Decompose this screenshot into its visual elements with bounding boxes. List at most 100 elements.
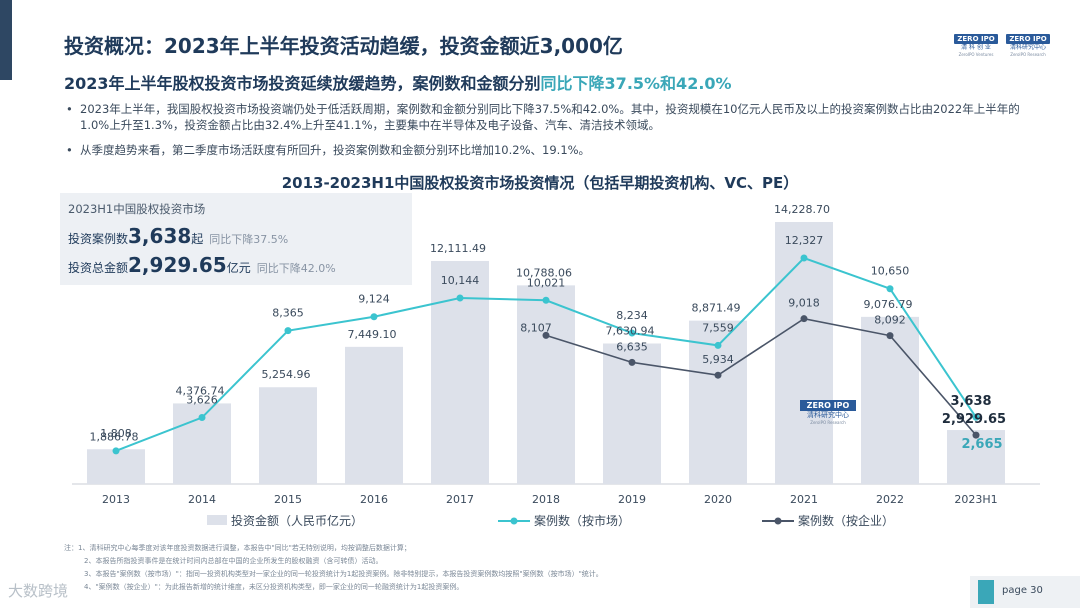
bar-value-label: 14,228.70	[774, 203, 830, 216]
cases-by-market-point	[284, 327, 292, 335]
amount-value: 2,929.65	[128, 253, 227, 277]
company-value-label: 8,092	[874, 314, 906, 327]
bar-value-label: 8,871.49	[692, 302, 741, 315]
cases-by-market-point	[628, 329, 636, 337]
cases-by-market-point	[886, 285, 894, 293]
amount-change: 同比下降42.0%	[256, 262, 336, 275]
watermark-text: 大数跨境	[8, 582, 69, 600]
x-tick-label: 2019	[618, 493, 646, 506]
market-value-label: 10,021	[527, 276, 566, 289]
cases-by-market-point	[800, 254, 808, 262]
page-subtitle: 2023年上半年股权投资市场投资延续放缓趋势，案例数和金额分别同比下降37.5%…	[64, 70, 732, 94]
bar-2013	[87, 449, 145, 484]
page-accent	[978, 580, 994, 604]
logo-mark: ZERO IPO	[954, 34, 998, 44]
legend-bar-swatch	[207, 515, 227, 525]
company-value-label: 9,018	[788, 297, 820, 310]
bar-2018	[517, 285, 575, 484]
chart-logo-cn: 清科研究中心	[807, 411, 849, 419]
cases-by-company-point	[972, 431, 980, 439]
bullet-item: 2023年上半年，我国股权投资市场投资端仍处于低活跃周期，案例数和金额分别同比下…	[64, 101, 1024, 133]
cases-by-company-point	[886, 332, 894, 340]
bar-2019	[603, 343, 661, 484]
bullet-list: 2023年上半年，我国股权投资市场投资端仍处于低活跃周期，案例数和金额分别同比下…	[64, 101, 1024, 167]
company-value-label: 6,635	[616, 340, 648, 353]
logo-en: ZeroIPO Research	[1010, 52, 1046, 57]
cases-label: 投资案例数	[68, 232, 129, 246]
bar-2016	[345, 346, 403, 484]
cases-by-company-line	[545, 317, 977, 436]
bar-value-label: 1,886.78	[90, 430, 139, 443]
market-value-label: 7,559	[702, 321, 734, 334]
page-number-box: page 30	[970, 576, 1080, 608]
cases-change: 同比下降37.5%	[209, 233, 289, 246]
footnote-line: 注：1、清科研究中心每季度对该年度投资数据进行调整，本报告中"同比"若无特别说明…	[64, 544, 411, 552]
logo-mark: ZERO IPO	[1006, 34, 1050, 44]
legend-market-marker	[510, 517, 518, 525]
cases-by-market-point	[972, 413, 980, 421]
logo-cn: 清科研究中心	[1009, 44, 1046, 51]
summary-amount-row: 投资总金额2,929.65亿元 同比下降42.0%	[68, 253, 336, 277]
cases-by-market-point	[198, 414, 206, 422]
market-value-label: 8,234	[616, 309, 648, 322]
market-value-label: 8,365	[272, 307, 304, 320]
bar-2017	[431, 260, 489, 484]
subtitle-main: 2023年上半年股权投资市场投资延续放缓趋势，案例数和金额分别	[64, 74, 541, 93]
x-tick-label: 2023H1	[954, 493, 997, 506]
bar-2015	[259, 387, 317, 484]
market-value-label: 3,638	[950, 394, 991, 409]
amount-label: 投资总金额	[68, 261, 129, 275]
header-logos: ZERO IPO 清 科 创 业 ZeroIPO Ventures ZERO I…	[954, 34, 1050, 60]
zero-ipo-ventures-logo: ZERO IPO 清 科 创 业 ZeroIPO Ventures	[954, 34, 998, 60]
market-value-label: 9,124	[358, 293, 390, 306]
cases-by-market-point	[370, 313, 378, 321]
bar-value-label: 2,929.65	[942, 412, 1006, 427]
cases-by-company-point	[714, 371, 722, 379]
logo-en: ZeroIPO Ventures	[958, 52, 994, 57]
summary-box: 2023H1中国股权投资市场 投资案例数3,638起 同比下降37.5% 投资总金…	[60, 193, 412, 285]
bar-value-label: 4,376.74	[176, 384, 225, 397]
amount-unit: 亿元	[226, 261, 251, 275]
bar-value-label: 10,788.06	[516, 266, 572, 279]
footnote-line: 2、本报告所指投资事件是在统计时间内总部在中国的企业所发生的股权融资（含可转债）…	[84, 557, 383, 565]
zero-ipo-research-logo: ZERO IPO 清科研究中心 ZeroIPO Research	[1006, 34, 1050, 60]
footnote-line: 3、本报告"案例数（按市场）"：指同一投资机构类型对一家企业的同一轮投资统计为1…	[84, 570, 603, 578]
bar-value-label: 9,076.79	[864, 298, 913, 311]
cases-by-market-point	[714, 341, 722, 349]
market-value-label: 3,626	[186, 394, 218, 407]
footnotes: 注：1、清科研究中心每季度对该年度投资数据进行调整，本报告中"同比"若无特别说明…	[64, 542, 603, 594]
company-value-label: 5,934	[702, 353, 734, 366]
company-value-label: 8,107	[520, 321, 552, 334]
cases-by-market-point	[542, 296, 550, 304]
x-tick-label: 2018	[532, 493, 560, 506]
legend-company-marker	[774, 517, 782, 525]
footnote-line: 4、"案例数（按企业）"：为此报告新增的统计维度，未区分投资机构类型，即一家企业…	[84, 583, 464, 591]
chart-watermark-logo: ZERO IPO 清科研究中心 ZeroIPO Research	[800, 400, 856, 425]
bar-2023H1	[947, 430, 1005, 484]
bar-2022	[861, 316, 919, 484]
cases-by-company-point	[800, 315, 808, 323]
bar-value-label: 7,449.10	[348, 328, 397, 341]
legend-market-label: 案例数（按市场）	[534, 513, 630, 528]
summary-cases-row: 投资案例数3,638起 同比下降37.5%	[68, 224, 288, 248]
bar-value-label: 5,254.96	[262, 368, 311, 381]
market-value-label: 12,327	[785, 234, 824, 247]
company-value-label: 2,665	[961, 437, 1002, 452]
chart-logo-mark: ZERO IPO	[800, 400, 856, 411]
cases-by-company-point	[542, 331, 550, 339]
bar-value-label: 12,111.49	[430, 242, 486, 255]
logo-cn: 清 科 创 业	[961, 44, 991, 51]
x-tick-label: 2021	[790, 493, 818, 506]
market-value-label: 10,144	[441, 274, 480, 287]
cases-unit: 起	[191, 232, 204, 246]
chart-title: 2013-2023H1中国股权投资市场投资情况（包括早期投资机构、VC、PE）	[281, 174, 799, 192]
bar-value-label: 7,630.94	[606, 324, 655, 337]
legend-company-label: 案例数（按企业）	[798, 513, 894, 528]
market-value-label: 10,650	[871, 265, 910, 278]
chart-logo-en: ZeroIPO Research	[810, 420, 846, 425]
cases-by-company-point	[628, 358, 636, 366]
subtitle-highlight: 同比下降37.5%和42.0%	[540, 74, 732, 93]
page-number: page 30	[1002, 585, 1043, 596]
cases-by-market-point	[112, 447, 120, 455]
